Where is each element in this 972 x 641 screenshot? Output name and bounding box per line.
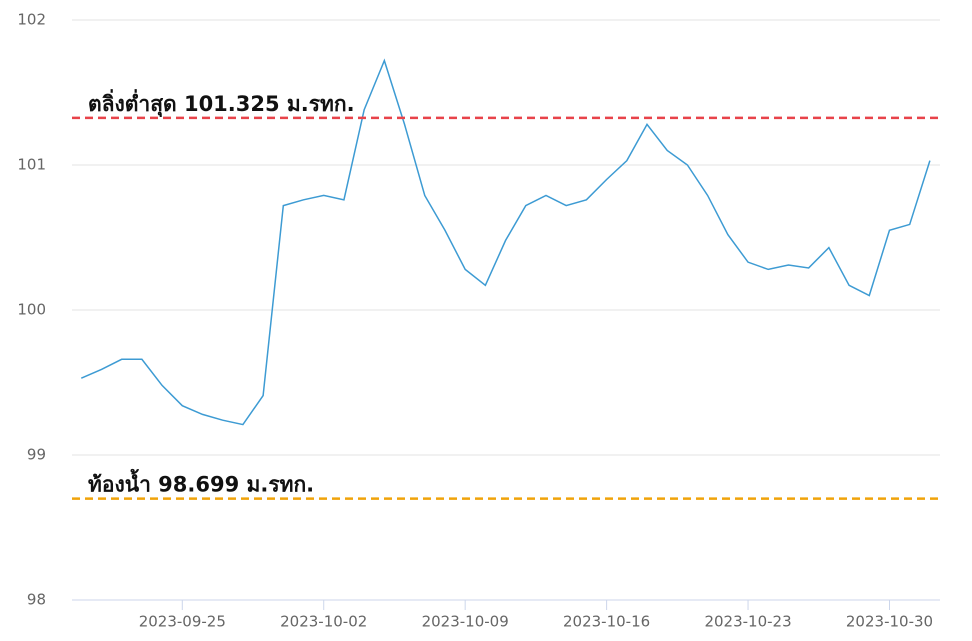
x-tick-label: 2023-10-16 <box>563 613 650 631</box>
x-tick-label: 2023-10-23 <box>704 613 791 631</box>
reference-label: ตลิ่งต่ำสุด 101.325 ม.รทก. <box>88 88 355 118</box>
y-tick-label: 98 <box>27 591 46 609</box>
y-tick-label: 101 <box>17 156 46 174</box>
y-tick-label: 100 <box>17 301 46 319</box>
x-tick-label: 2023-09-25 <box>139 613 226 631</box>
x-tick-label: 2023-10-30 <box>846 613 933 631</box>
y-tick-label: 99 <box>27 446 46 464</box>
line <box>80 58 931 426</box>
y-tick-label: 102 <box>17 11 46 29</box>
x-tick-label: 2023-10-09 <box>422 613 509 631</box>
x-tick-label: 2023-10-02 <box>280 613 367 631</box>
reference-label: ท้องน้ำ 98.699 ม.รทก. <box>88 469 314 497</box>
